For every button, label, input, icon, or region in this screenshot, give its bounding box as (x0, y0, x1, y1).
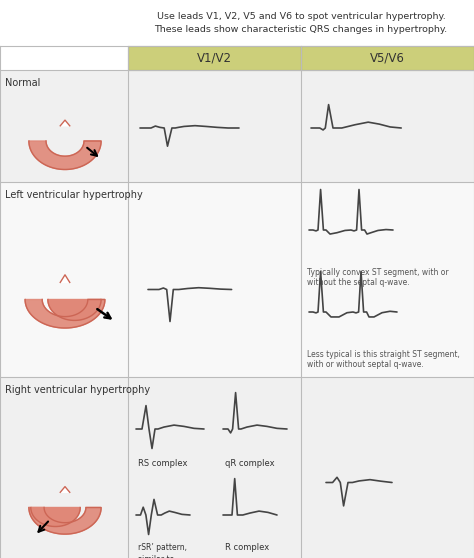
Polygon shape (48, 300, 101, 320)
Polygon shape (60, 120, 70, 126)
Bar (0, 70, 474, 182)
Text: Normal: Normal (5, 78, 40, 88)
Bar (0, 377, 474, 558)
Polygon shape (60, 275, 70, 282)
Text: qR complex: qR complex (225, 459, 274, 468)
Polygon shape (60, 487, 70, 492)
Bar (128, 46, 301, 70)
Text: V1/V2: V1/V2 (197, 51, 232, 65)
Text: RS complex: RS complex (138, 459, 188, 468)
Text: V5/V6: V5/V6 (370, 51, 405, 65)
Text: rSR’ pattern,
similar to
right bundle
branch block: rSR’ pattern, similar to right bundle br… (138, 543, 188, 558)
Text: Left ventricular hypertrophy: Left ventricular hypertrophy (5, 190, 143, 200)
Bar (0, 182, 474, 377)
Text: These leads show characteristic QRS changes in hypertrophy.: These leads show characteristic QRS chan… (155, 25, 447, 34)
Text: Right ventricular hypertrophy: Right ventricular hypertrophy (5, 385, 150, 395)
Text: Use leads V1, V2, V5 and V6 to spot ventricular hypertrophy.: Use leads V1, V2, V5 and V6 to spot vent… (156, 12, 446, 21)
Polygon shape (31, 507, 80, 527)
Polygon shape (25, 300, 105, 328)
Text: R complex: R complex (225, 543, 269, 552)
Bar (301, 46, 474, 70)
Polygon shape (29, 507, 101, 534)
Text: Typically convex ST segment, with or
without the septal q-wave.: Typically convex ST segment, with or wit… (307, 268, 448, 287)
Polygon shape (29, 141, 101, 170)
Text: Less typical is this straight ST segment,
with or without septal q-wave.: Less typical is this straight ST segment… (307, 350, 460, 369)
